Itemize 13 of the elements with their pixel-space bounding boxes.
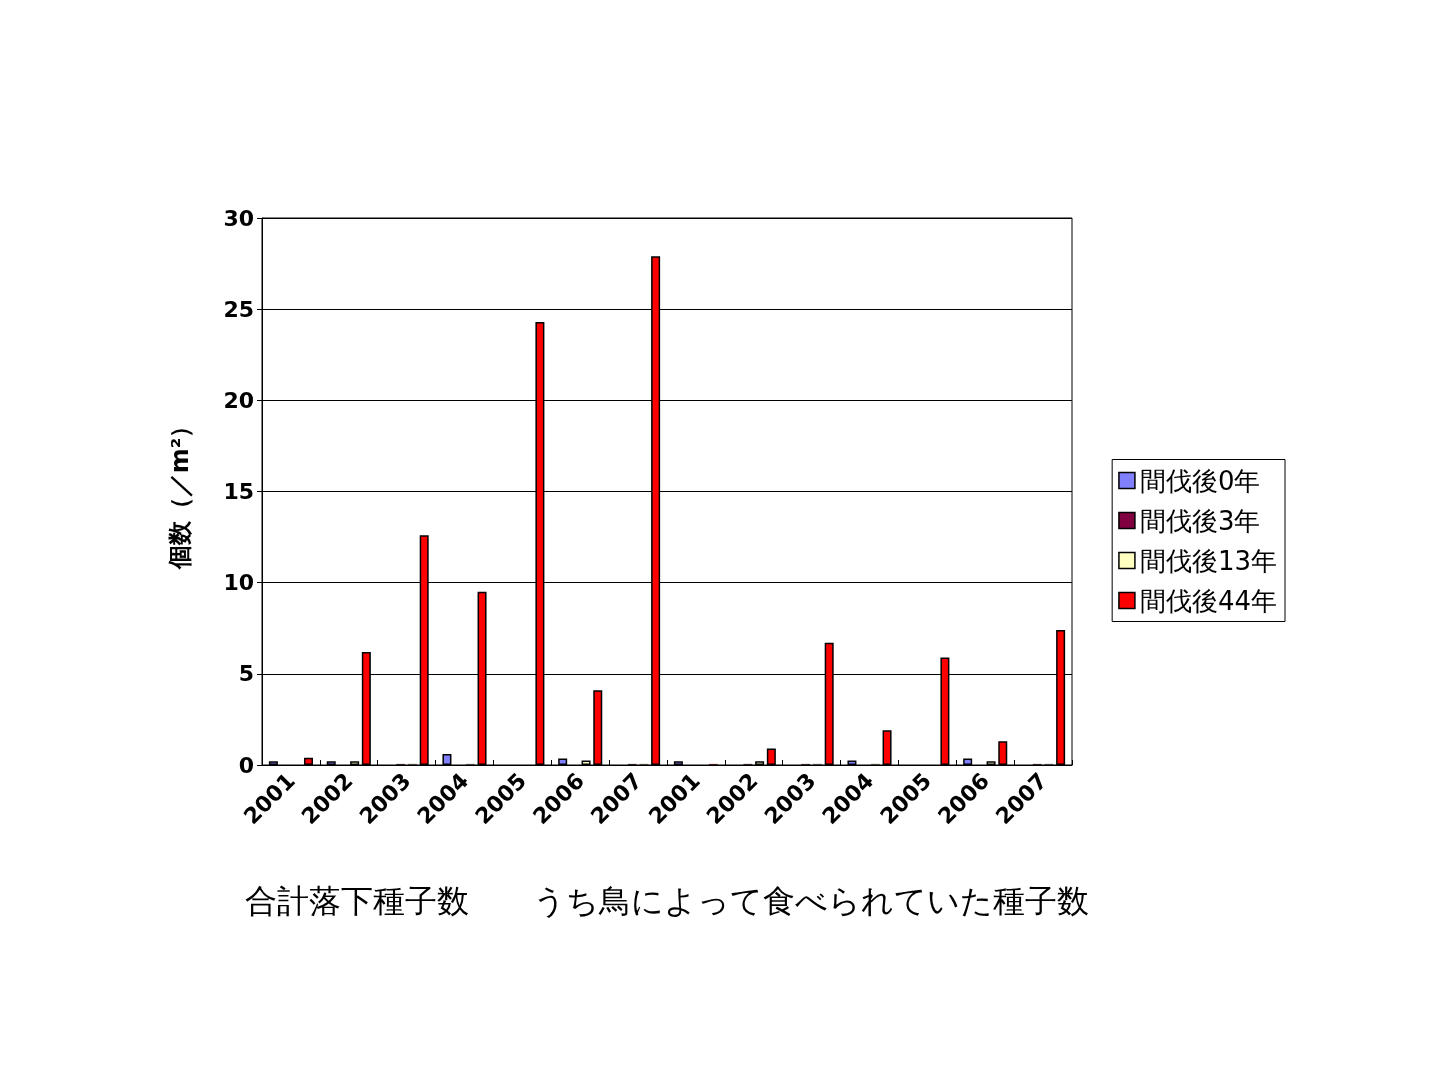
- legend-label: 間伐後13年: [1139, 545, 1278, 576]
- legend-label: 間伐後3年: [1139, 505, 1261, 536]
- y-tick-label: 5: [238, 661, 254, 687]
- y-tick-label: 0: [238, 752, 254, 778]
- x-axis-title: 合計落下種子数 うち鳥によって食べられていた種子数: [245, 882, 1089, 920]
- y-tick-label: 20: [223, 387, 254, 413]
- y-tick-label: 15: [223, 479, 254, 504]
- y-tick-label: 10: [223, 570, 254, 596]
- y-axis-title: 個数（／m²）: [166, 413, 194, 571]
- y-tick-label: 30: [223, 205, 254, 231]
- legend-label: 間伐後0年: [1139, 465, 1261, 496]
- legend-label: 間伐後44年: [1139, 585, 1278, 616]
- y-tick-label: 25: [223, 296, 254, 322]
